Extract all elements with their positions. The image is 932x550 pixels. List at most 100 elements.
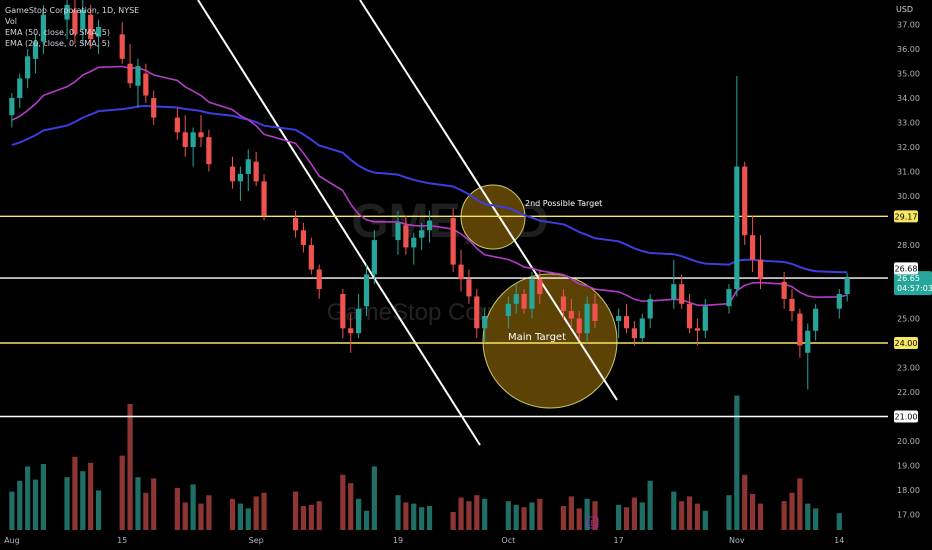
y-tick-label: 31.00	[897, 168, 920, 177]
candle-body	[40, 14, 46, 42]
countdown-label: 04:57:03	[897, 284, 932, 293]
volume-bar	[403, 502, 409, 530]
volume-bar	[151, 478, 157, 530]
volume-bar	[253, 496, 259, 530]
candle-body	[245, 159, 251, 174]
y-tick-label: 36.00	[897, 45, 920, 54]
volume-bar	[426, 506, 433, 530]
volume-bar	[537, 498, 543, 530]
candle-body	[679, 284, 685, 304]
candle-body	[702, 306, 708, 331]
candle-body	[206, 137, 212, 165]
y-tick-label: 28.00	[897, 241, 920, 250]
candle-body	[671, 284, 677, 299]
volume-bar	[505, 501, 511, 530]
volume-bar	[631, 497, 637, 530]
candle-body	[17, 78, 23, 98]
volume-bar	[734, 395, 740, 530]
volume-bar	[206, 495, 212, 530]
y-tick-label: 34.00	[897, 94, 920, 103]
legend-ema20[interactable]: EMA (20, close, 0, SMA, 5)	[5, 39, 110, 48]
candle-body	[647, 298, 653, 319]
candle-body	[742, 166, 748, 236]
y-tick-label: 35.00	[897, 70, 920, 79]
candle-body	[356, 308, 362, 334]
candle-body	[482, 316, 488, 329]
candle-body	[576, 318, 582, 334]
volume-bar	[702, 510, 708, 530]
trendline-upper	[359, 0, 618, 401]
candle-body	[182, 132, 188, 147]
candle-body	[229, 166, 236, 182]
volume-bar	[229, 498, 236, 530]
y-tick-label: 18.00	[897, 486, 920, 495]
legend-symbol[interactable]: GameStop Corporation, 1D, NYSE	[5, 6, 140, 15]
candle-body	[403, 225, 409, 248]
candle-body	[119, 34, 125, 59]
y-tick-label: 19.00	[897, 462, 920, 471]
volume-bar	[584, 498, 590, 530]
last-price-box	[894, 271, 932, 296]
volume-bar	[576, 508, 582, 530]
volume-bar	[757, 503, 764, 530]
volume-bar	[450, 512, 456, 530]
y-tick-label: 22.00	[897, 388, 920, 397]
y-tick-label: 32.00	[897, 143, 920, 152]
y-tick-label: 30.00	[897, 192, 920, 201]
legend-ema50[interactable]: EMA (50, close, 0, SMA, 5)	[5, 28, 110, 37]
x-tick-label: 14	[834, 536, 844, 545]
y-tick-label: 23.00	[897, 364, 920, 373]
last-price-label: 26.65	[897, 274, 920, 283]
candle-body	[261, 181, 267, 216]
candle-body	[592, 303, 598, 321]
candle-body	[805, 330, 811, 353]
candle-body	[292, 218, 299, 231]
earnings-label: E	[590, 519, 595, 528]
candle-body	[135, 66, 141, 86]
legend-vol[interactable]: Vol	[5, 17, 17, 26]
volume-bar	[742, 474, 748, 530]
candle-body	[584, 303, 590, 334]
candle-body	[458, 264, 464, 280]
candle-body	[529, 279, 535, 309]
volume-bar	[182, 502, 188, 530]
volume-bar	[805, 503, 811, 530]
candle-body	[348, 328, 354, 334]
volume-bar	[781, 501, 787, 530]
y-tick-label: 37.00	[897, 21, 920, 30]
candle-body	[781, 281, 787, 299]
candle-body	[411, 237, 417, 248]
volume-bar	[143, 492, 149, 530]
candle-body	[363, 274, 370, 307]
volume-bar	[686, 496, 693, 530]
candle-body	[174, 117, 180, 133]
volume-bar	[647, 480, 653, 530]
candle-body	[560, 296, 567, 312]
trendline-lower	[197, 0, 481, 446]
candle-body	[726, 289, 732, 307]
candle-body	[151, 98, 157, 118]
x-tick-label: Oct	[501, 536, 515, 545]
volume-bar	[135, 477, 141, 530]
volume-bar	[40, 464, 46, 530]
x-tick-label: 19	[393, 536, 403, 545]
price-label-box	[894, 210, 918, 223]
x-tick-label: 15	[117, 536, 127, 545]
volume-bar	[261, 492, 267, 530]
volume-bar	[127, 404, 133, 530]
volume-bar	[371, 466, 377, 530]
volume-bar	[529, 502, 535, 530]
annotation-secondary-target: 2nd Possible Target	[525, 199, 602, 208]
candle-body	[308, 245, 314, 270]
candle-body	[750, 235, 756, 260]
volume-bar	[411, 503, 417, 530]
volume-bar	[568, 496, 574, 530]
volume-bar	[300, 506, 307, 530]
candle-body	[143, 73, 149, 96]
candle-body	[513, 294, 519, 304]
volume-bar	[237, 503, 243, 530]
y-tick-label: 33.00	[897, 119, 920, 128]
volume-bar	[356, 498, 362, 530]
